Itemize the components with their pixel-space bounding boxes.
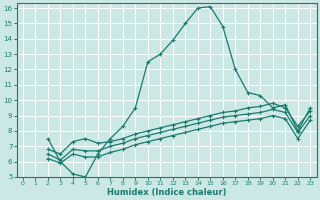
X-axis label: Humidex (Indice chaleur): Humidex (Indice chaleur): [107, 188, 226, 197]
